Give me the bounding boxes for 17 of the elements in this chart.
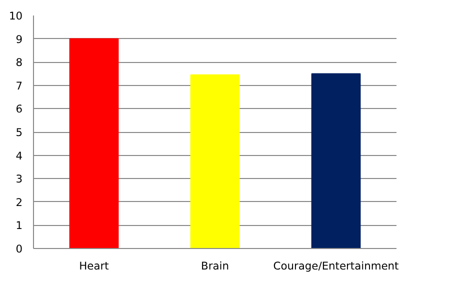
x-tick-label: Brain <box>201 260 229 272</box>
y-tick-label: 8 <box>16 56 23 70</box>
y-tick-label: 6 <box>16 102 23 116</box>
y-tick-label: 7 <box>16 79 22 92</box>
x-tick-label: Courage/Entertainment <box>273 260 399 272</box>
y-tick-label: 10 <box>8 10 23 22</box>
y-tick-label: 9 <box>16 32 23 46</box>
bar <box>190 74 240 248</box>
y-tick-label: 1 <box>16 219 22 232</box>
y-tick-label: 2 <box>16 196 22 209</box>
y-tick-label: 5 <box>16 126 22 139</box>
bar <box>69 38 119 248</box>
y-tick-label: 0 <box>16 242 23 256</box>
y-tick-label: 4 <box>16 149 23 162</box>
x-tick-label: Heart <box>79 260 109 272</box>
bar <box>311 73 361 248</box>
y-tick-label: 3 <box>16 172 22 186</box>
